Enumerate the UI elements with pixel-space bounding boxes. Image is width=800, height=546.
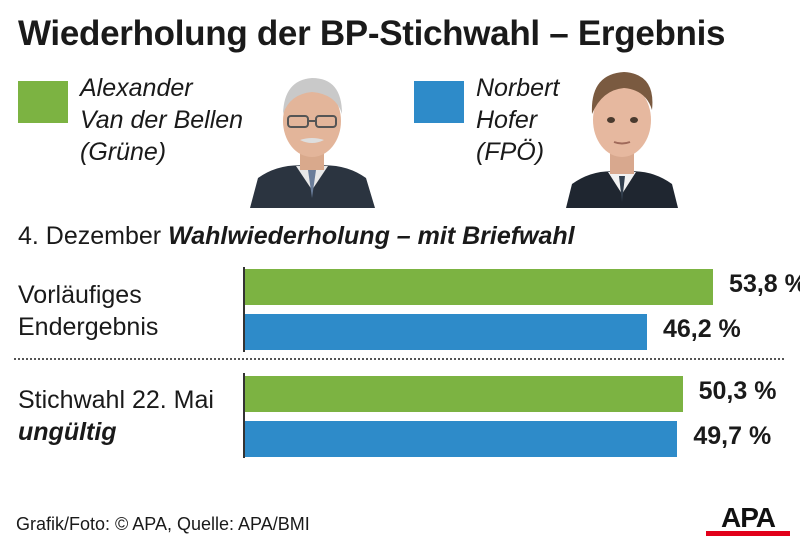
- group-label-line: Stichwahl 22. Mai: [18, 386, 214, 414]
- portrait-van-der-bellen-icon: [250, 78, 375, 208]
- portrait-hofer-icon: [566, 72, 678, 208]
- svg-text:APA: APA: [721, 502, 776, 533]
- chart-title: Wiederholung der BP-Stichwahl – Ergebnis: [18, 14, 726, 53]
- value-label-hofer-final: 46,2 %: [662, 315, 741, 343]
- value-label-van-der-bellen-may: 50,3 %: [698, 377, 777, 405]
- bar-axis-group-1: [243, 267, 245, 352]
- source-footer: Grafik/Foto: © APA, Quelle: APA/BMI: [16, 514, 310, 534]
- legend-line: Alexander: [80, 74, 193, 102]
- legend-line: Van der Bellen: [80, 106, 244, 134]
- legend-swatch-green: [18, 81, 68, 123]
- bar-axis-group-2: [243, 373, 245, 458]
- chart-subtitle: 4. Dezember Wahlwiederholung – mit Brief…: [18, 222, 575, 251]
- legend-label-van-der-bellen: Alexander Van der Bellen (Grüne): [80, 72, 243, 168]
- bar-van-der-bellen-final: [245, 269, 714, 305]
- legend-line: Hofer: [476, 106, 538, 134]
- group-label-line-invalid: ungültig: [18, 418, 117, 446]
- subtitle-date: 4. Dezember: [18, 222, 162, 250]
- subtitle-emphasis: Wahlwiederholung – mit Briefwahl: [168, 222, 575, 250]
- legend-line: (Grüne): [80, 138, 167, 166]
- bar-hofer-may: [245, 421, 678, 457]
- group-separator: [14, 358, 784, 360]
- legend-line: Norbert: [476, 74, 560, 102]
- apa-logo-icon: APA: [706, 500, 790, 536]
- legend-line: (FPÖ): [476, 138, 545, 166]
- group-label-line: Vorläufiges: [18, 281, 142, 309]
- value-label-hofer-may: 49,7 %: [693, 422, 772, 450]
- legend-swatch-blue: [414, 81, 464, 123]
- bar-hofer-final: [245, 314, 647, 350]
- group-label-may-runoff: Stichwahl 22. Mai ungültig: [18, 384, 214, 448]
- group-label-final-result: Vorläufiges Endergebnis: [18, 279, 158, 343]
- value-label-van-der-bellen-final: 53,8 %: [729, 270, 800, 298]
- bar-van-der-bellen-may: [245, 376, 683, 412]
- legend-label-hofer: Norbert Hofer (FPÖ): [476, 72, 559, 168]
- group-label-line: Endergebnis: [18, 313, 159, 341]
